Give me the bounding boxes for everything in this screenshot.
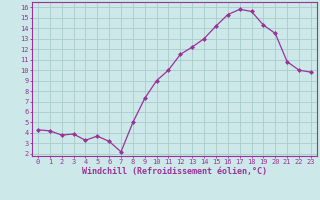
X-axis label: Windchill (Refroidissement éolien,°C): Windchill (Refroidissement éolien,°C) bbox=[82, 167, 267, 176]
